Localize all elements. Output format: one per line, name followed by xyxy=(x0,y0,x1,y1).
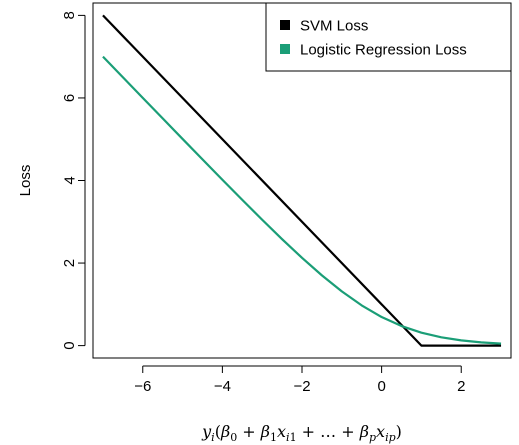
series-line-1 xyxy=(102,14,502,347)
x-tick-label: −6 xyxy=(134,378,151,395)
series-layer xyxy=(102,14,502,347)
series-line-2 xyxy=(102,55,502,345)
x-axis: −6 −4 −2 0 2 xyxy=(134,365,465,395)
y-tick-label: 6 xyxy=(61,94,78,102)
legend-label-1: SVM Loss xyxy=(300,17,368,34)
y-axis: 0 2 4 6 8 xyxy=(61,11,86,350)
legend-label-2: Logistic Regression Loss xyxy=(300,41,467,58)
y-tick-label: 0 xyxy=(61,341,78,349)
x-tick-label: 2 xyxy=(457,378,465,395)
y-tick-label: 2 xyxy=(61,259,78,267)
y-axis-label: Loss xyxy=(17,165,34,197)
legend-items: SVM Loss Logistic Regression Loss xyxy=(280,17,467,58)
y-tick-label: 4 xyxy=(61,176,78,184)
legend: SVM Loss Logistic Regression Loss xyxy=(265,2,512,72)
legend-swatch-1 xyxy=(280,20,290,30)
x-axis-label: yi(β0 + β1xi1 + … + βpxip) xyxy=(201,422,402,444)
y-tick-label: 8 xyxy=(61,11,78,19)
x-tick-label: 0 xyxy=(377,378,385,395)
x-tick-label: −4 xyxy=(214,378,231,395)
legend-box xyxy=(265,2,512,72)
legend-swatch-2 xyxy=(280,44,290,54)
x-tick-label: −2 xyxy=(293,378,310,395)
